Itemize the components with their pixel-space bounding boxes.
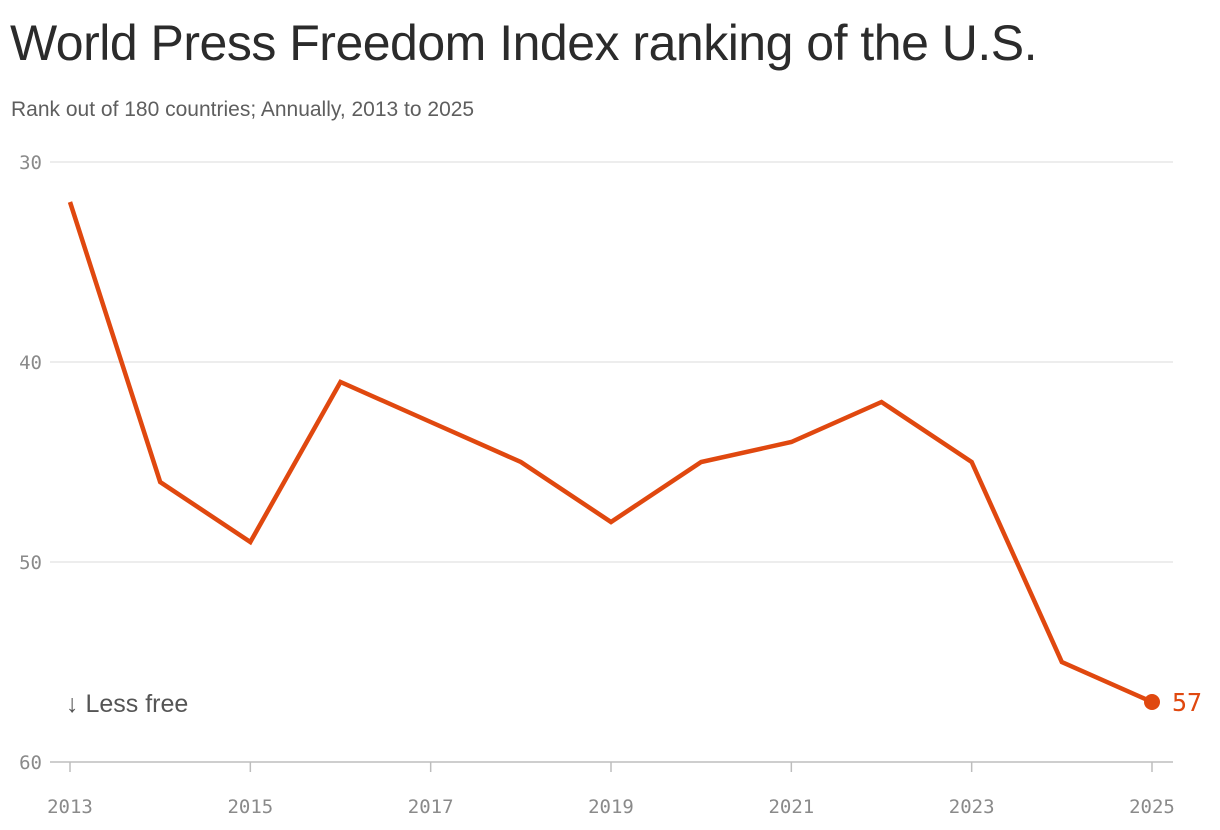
x-tick-label: 2025 bbox=[1129, 796, 1175, 818]
y-axis-ticks: 30 40 50 60 bbox=[19, 152, 42, 774]
end-value-label: 57 bbox=[1172, 688, 1202, 717]
end-point-marker bbox=[1144, 694, 1160, 710]
x-tick-label: 2015 bbox=[227, 796, 273, 818]
x-tick-label: 2013 bbox=[47, 796, 93, 818]
x-tick-label: 2021 bbox=[768, 796, 814, 818]
gridlines bbox=[50, 161, 1173, 763]
x-tick-label: 2017 bbox=[408, 796, 454, 818]
x-axis-ticks: 2013 2015 2017 2019 2021 2023 2025 bbox=[47, 762, 1175, 818]
y-tick-label: 40 bbox=[19, 352, 42, 374]
chart-title: World Press Freedom Index ranking of the… bbox=[10, 15, 1038, 71]
x-tick-label: 2019 bbox=[588, 796, 634, 818]
less-free-annotation: ↓ Less free bbox=[66, 690, 188, 718]
series-layer: 57 bbox=[67, 201, 1202, 717]
y-tick-label: 50 bbox=[19, 552, 42, 574]
series-line bbox=[67, 201, 1153, 705]
chart-subtitle: Rank out of 180 countries; Annually, 201… bbox=[11, 98, 475, 121]
y-tick-label: 60 bbox=[19, 752, 42, 774]
x-tick-label: 2023 bbox=[949, 796, 995, 818]
y-tick-label: 30 bbox=[19, 152, 42, 174]
